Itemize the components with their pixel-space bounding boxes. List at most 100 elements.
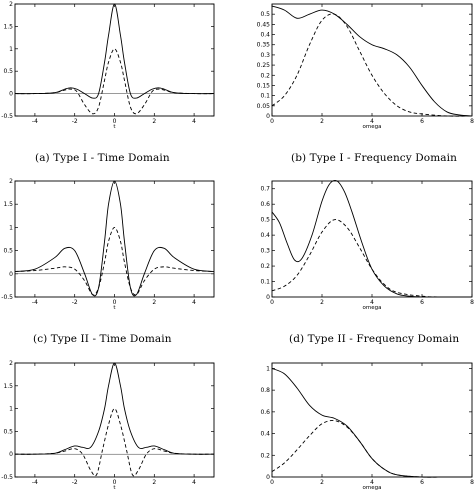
y-tick-label: 0.5 (3, 68, 13, 75)
x-tick-label: 6 (420, 479, 424, 486)
x-tick-label: -2 (72, 299, 78, 306)
x-tick-label: 2 (320, 118, 324, 125)
x-tick-label: 0 (270, 118, 274, 125)
y-tick-label: 1 (9, 224, 13, 231)
x-tick-label: 0 (113, 118, 117, 125)
series-dashed-line (14, 48, 215, 115)
plot-frame (271, 180, 473, 298)
y-tick-label: 0.2 (260, 72, 270, 79)
x-tick-label: 0 (270, 299, 274, 306)
plot-frame (14, 362, 215, 478)
series-dashed-line (14, 408, 215, 477)
x-axis-label: omega (363, 485, 382, 490)
x-axis-label: omega (363, 305, 382, 311)
series-solid-line (14, 180, 215, 297)
y-tick-label: 0.2 (260, 452, 270, 459)
chart-c: -4 -2 0 2 4 -0.5 0 0.5 1 1.5 2 t (1, 178, 215, 311)
y-tick-label: 0.3 (260, 248, 270, 255)
x-tick-label: -4 (32, 299, 38, 306)
y-tick-label: 0 (9, 271, 13, 278)
series-dashed-line (271, 219, 473, 298)
y-tick-label: 0.1 (260, 93, 270, 100)
chart-e: -4 -2 0 2 4 -0.5 0 0.5 1 1.5 2 t (1, 360, 215, 490)
y-tick-label: 0.5 (260, 217, 270, 224)
series-solid-line (271, 5, 473, 117)
series-dashed-line (271, 13, 473, 117)
y-tick-label: 1 (266, 365, 270, 372)
x-tick-label: 6 (420, 118, 424, 125)
y-tick-label: 0.25 (257, 62, 271, 69)
x-tick-label: 8 (470, 118, 474, 125)
y-tick-label: 0.45 (257, 21, 271, 28)
y-tick-label: -0.5 (1, 113, 13, 120)
y-tick-label: 0.5 (3, 248, 13, 255)
plot-frame (14, 180, 215, 298)
x-tick-label: 0 (270, 479, 274, 486)
chart-f: 0 2 4 6 8 0 0.2 0.4 0.6 0.8 1 omega (260, 362, 474, 490)
x-tick-label: 4 (192, 479, 196, 486)
x-tick-label: 8 (470, 479, 474, 486)
x-tick-label: 4 (370, 479, 374, 486)
x-tick-label: 4 (370, 299, 374, 306)
x-tick-label: 4 (192, 118, 196, 125)
series-solid-line (271, 180, 472, 298)
y-tick-label: 0.35 (257, 42, 271, 49)
caption-d: (d) Type II - Frequency Domain (289, 333, 460, 345)
x-tick-label: 6 (420, 299, 424, 306)
y-tick-label: 0 (266, 474, 270, 481)
chart-a: -4 -2 0 2 4 -0.5 0 0.5 1 1.5 2 t (1, 1, 215, 130)
caption-b: (b) Type I - Frequency Domain (291, 152, 457, 164)
x-tick-label: -2 (72, 118, 78, 125)
y-tick-label: 0.2 (260, 263, 270, 270)
x-tick-label: 4 (192, 299, 196, 306)
y-tick-label: 0 (9, 451, 13, 458)
x-tick-label: 2 (152, 118, 156, 125)
y-tick-label: 1 (9, 46, 13, 53)
y-tick-label: 0.6 (260, 201, 270, 208)
y-tick-label: 0.6 (260, 409, 270, 416)
caption-a: (a) Type I - Time Domain (35, 152, 170, 164)
x-tick-label: -2 (72, 479, 78, 486)
series-dashed-line (14, 226, 215, 296)
y-tick-label: 0.4 (260, 431, 270, 438)
y-tick-label: 2 (9, 360, 13, 367)
series-solid-line (14, 3, 215, 99)
plot-frame (271, 3, 473, 117)
plot-frame (271, 362, 473, 478)
x-axis-label: omega (363, 124, 382, 130)
y-tick-label: 0.5 (3, 428, 13, 435)
series-solid-line (271, 368, 473, 478)
y-tick-label: -0.5 (1, 294, 13, 301)
y-tick-label: 1.5 (3, 201, 13, 208)
chart-b: 0 2 4 6 8 0 0.05 0.1 0.15 0.2 0.25 0.3 0.35 0.4 0.45 0.… (257, 3, 474, 130)
plot-frame (14, 3, 215, 117)
x-tick-label: 2 (152, 299, 156, 306)
y-tick-label: 0 (266, 113, 270, 120)
y-tick-label: 0.4 (260, 32, 270, 39)
y-tick-label: 0.8 (260, 387, 270, 394)
caption-c: (c) Type II - Time Domain (33, 333, 172, 345)
x-tick-label: 0 (113, 479, 117, 486)
y-tick-label: 0 (266, 294, 270, 301)
y-tick-label: 0.15 (257, 82, 271, 89)
x-tick-label: 2 (152, 479, 156, 486)
x-tick-label: 8 (470, 299, 474, 306)
y-tick-label: 0.05 (257, 103, 271, 110)
x-tick-label: -4 (32, 118, 38, 125)
x-tick-label: 2 (320, 299, 324, 306)
y-tick-label: 0 (9, 91, 13, 98)
y-tick-label: 0.4 (260, 232, 270, 239)
series-dashed-line (271, 419, 473, 478)
y-tick-label: 0.5 (260, 11, 270, 18)
chart-d: 0 2 4 6 8 0 0.1 0.2 0.3 0.4 0.5 0.6 0.7 omega (260, 180, 474, 311)
x-tick-label: 4 (370, 118, 374, 125)
x-tick-label: -4 (32, 479, 38, 486)
y-tick-label: 2 (9, 1, 13, 8)
y-tick-label: 1.5 (3, 23, 13, 30)
x-tick-label: 0 (113, 299, 117, 306)
series-solid-line (14, 362, 215, 455)
y-tick-label: -0.5 (1, 474, 13, 481)
y-tick-label: 0.3 (260, 52, 270, 59)
y-tick-label: 2 (9, 178, 13, 185)
